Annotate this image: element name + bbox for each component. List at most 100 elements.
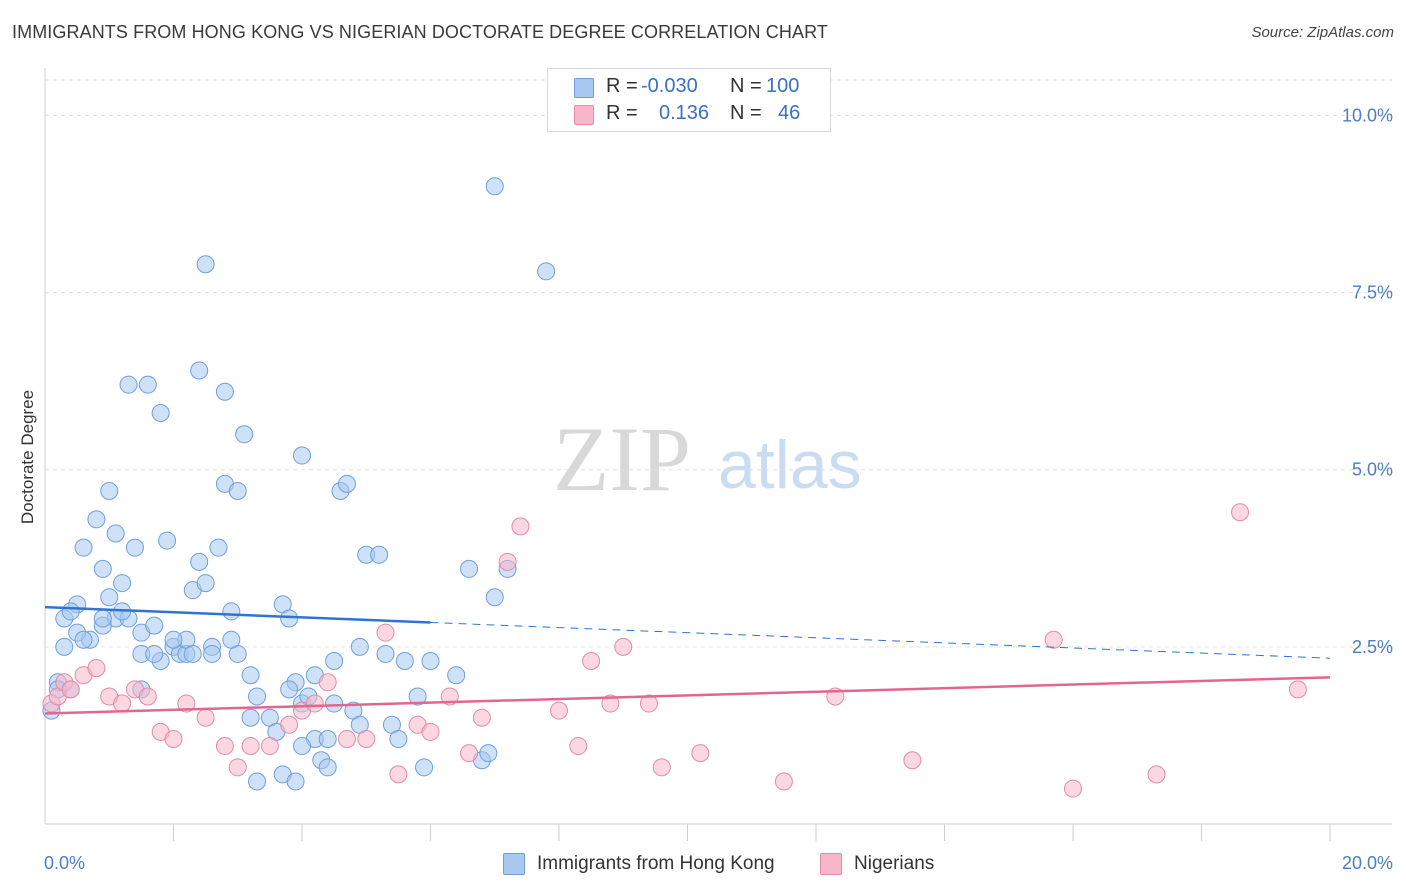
data-point-hong-kong [100,588,119,607]
data-point-hong-kong [100,481,119,500]
data-point-nigerians [472,708,491,727]
data-point-nigerians [652,758,671,777]
data-point-nigerians [138,687,157,706]
data-points [42,177,1307,798]
legend-swatch-blue [574,78,594,98]
data-point-nigerians [357,729,376,748]
data-point-hong-kong [293,737,311,756]
data-point-hong-kong [293,446,311,465]
data-point-hong-kong [408,687,427,706]
data-point-nigerians [511,517,530,536]
data-point-hong-kong [460,559,479,578]
data-point-hong-kong [337,474,356,493]
data-point-nigerians [228,758,247,777]
correlation-legend: R = -0.030 N = 100 R = 0.136 N = 46 [547,68,831,132]
y-tick-label: 5.0% [1352,460,1393,480]
data-point-hong-kong [196,255,215,274]
data-point-hong-kong [93,609,112,628]
data-point-hong-kong [485,177,504,196]
data-point-hong-kong [485,588,504,607]
data-point-hong-kong [241,708,260,727]
data-point-hong-kong [106,524,125,543]
data-point-nigerians [196,708,215,727]
data-point-nigerians [164,729,183,748]
legend-n-value-blue: 100 [766,75,800,97]
data-point-nigerians [87,659,106,678]
data-point-hong-kong [318,729,337,748]
data-point-hong-kong [389,729,408,748]
data-point-nigerians [569,737,588,756]
legend-r-value-blue: -0.030 [641,75,698,97]
bottom-legend-label-blue: Immigrants from Hong Kong [537,853,775,874]
data-point-nigerians [215,737,234,756]
data-point-hong-kong [376,644,395,663]
legend-r-label: R = [606,102,638,124]
data-point-hong-kong [447,666,466,685]
data-point-hong-kong [190,361,209,380]
data-point-hong-kong [55,637,74,656]
data-point-nigerians [440,687,459,706]
data-point-hong-kong [537,262,556,281]
data-point-hong-kong [280,609,299,628]
data-point-hong-kong [235,425,254,444]
y-tick-label: 2.5% [1352,637,1393,657]
data-point-nigerians [498,552,517,571]
data-point-nigerians [280,715,299,734]
watermark: ZIP atlas [553,408,862,510]
data-point-hong-kong [158,531,177,550]
data-point-hong-kong [209,538,228,557]
data-point-nigerians [318,673,337,692]
data-point-hong-kong [280,680,299,699]
y-tick-label: 10.0% [1342,105,1393,125]
data-point-hong-kong [415,758,434,777]
data-point-hong-kong [421,652,440,671]
data-point-hong-kong [479,744,498,763]
data-point-hong-kong [395,652,414,671]
bottom-legend-swatch-pink [820,853,842,875]
watermark-zip: ZIP [553,408,691,510]
data-point-hong-kong [119,375,138,394]
data-point-hong-kong [370,545,389,564]
data-point-nigerians [1044,630,1063,649]
data-point-hong-kong [183,644,202,663]
legend-r-label: R = [606,75,638,97]
data-point-nigerians [550,701,568,720]
data-point-nigerians [260,737,279,756]
data-point-nigerians [376,623,395,642]
data-point-nigerians [177,694,196,713]
gridlines [45,79,1392,648]
data-point-hong-kong [74,630,93,649]
data-point-nigerians [305,694,324,713]
x-tick-label: 0.0% [44,853,85,873]
data-point-hong-kong [248,687,267,706]
data-point-hong-kong [215,382,234,401]
data-point-nigerians [614,637,633,656]
data-point-hong-kong [74,538,93,557]
data-point-hong-kong [145,644,164,663]
data-point-hong-kong [145,616,164,635]
data-point-hong-kong [222,630,241,649]
data-point-nigerians [460,744,479,763]
legend-n-value-pink: 46 [778,102,801,124]
trend-line-hong-kong-extrapolated [430,621,1331,659]
data-point-hong-kong [325,694,344,713]
trend-line-hong-kong [44,605,431,624]
data-point-nigerians [774,772,793,791]
data-point-nigerians [903,751,922,770]
data-point-nigerians [1147,765,1166,784]
data-point-hong-kong [350,637,369,656]
data-point-nigerians [389,765,408,784]
y-tick-label: 7.5% [1352,283,1393,303]
data-point-hong-kong [286,772,305,791]
legend-r-value-pink: 0.136 [659,102,710,124]
data-point-nigerians [1288,680,1307,699]
legend-n-label: N = [730,102,762,124]
trend-lines [44,605,1331,715]
data-point-hong-kong [248,772,267,791]
data-point-hong-kong [241,666,260,685]
data-point-hong-kong [151,404,170,423]
legend-swatch-pink [574,105,594,125]
data-point-hong-kong [325,652,344,671]
trend-line-nigerians [44,676,1331,715]
